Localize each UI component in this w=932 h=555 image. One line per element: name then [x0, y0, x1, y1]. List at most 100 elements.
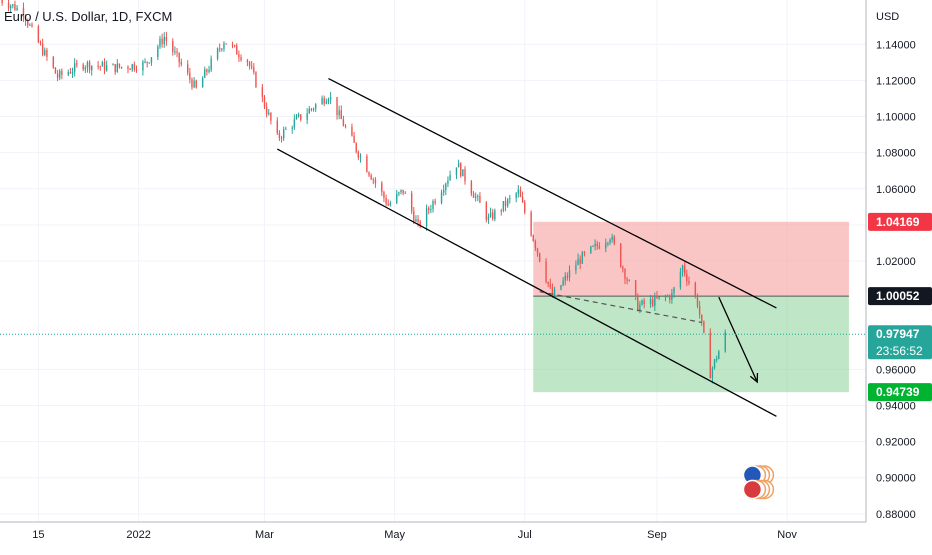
candle-body	[144, 62, 145, 63]
candle-body	[522, 197, 523, 202]
candle-body	[119, 64, 120, 67]
candle-body	[298, 114, 299, 116]
candle-body	[492, 212, 493, 219]
candle-body	[447, 180, 448, 183]
y-tick-label: 0.96000	[876, 364, 916, 376]
y-tick-label: 1.06000	[876, 184, 916, 196]
candle-body	[285, 129, 286, 130]
candle-body	[31, 25, 32, 27]
candle-body	[503, 201, 504, 211]
candle-body	[266, 107, 267, 114]
candle-body	[134, 64, 135, 69]
candle-body	[358, 152, 359, 158]
candle-body	[458, 163, 459, 167]
chart-title: Euro / U.S. Dollar, 1D, FXCM	[4, 9, 172, 24]
candle-body	[202, 78, 203, 88]
candle-body	[614, 237, 615, 244]
candle-body	[699, 306, 700, 315]
candle-body	[174, 51, 175, 52]
candle-body	[584, 252, 585, 253]
candle-body	[539, 253, 540, 261]
candle-body	[151, 57, 152, 62]
candle-body	[225, 43, 226, 44]
zones-group	[533, 222, 849, 392]
candle-body	[59, 71, 60, 78]
candle-body	[309, 109, 310, 114]
candle-body	[688, 281, 689, 283]
candle-body	[641, 300, 642, 304]
candle-body	[76, 63, 77, 64]
candle-body	[405, 193, 406, 194]
candle-body	[381, 183, 382, 192]
candle-body	[159, 39, 160, 47]
candle-body	[343, 119, 344, 126]
y-tick-label: 1.14000	[876, 39, 916, 51]
x-tick-label: 2022	[126, 529, 150, 541]
candle-body	[554, 290, 555, 297]
us-flag-icon	[743, 480, 761, 498]
candle-body	[68, 72, 69, 75]
candle-body	[132, 64, 133, 70]
candle-body	[240, 57, 241, 60]
candle-body	[462, 169, 463, 176]
x-tick-label: Mar	[255, 529, 274, 541]
candle-body	[400, 190, 401, 192]
candle-body	[569, 270, 570, 277]
candle-body	[701, 315, 702, 322]
candle-body	[193, 81, 194, 88]
candle-body	[509, 198, 510, 199]
candle-body	[8, 3, 9, 8]
candle-body	[537, 248, 538, 253]
candle-body	[579, 259, 580, 264]
candle-body	[703, 321, 704, 332]
candle-body	[40, 42, 41, 43]
candle-body	[221, 49, 222, 50]
candle-body	[249, 62, 250, 66]
candle-body	[413, 211, 414, 221]
candle-body	[328, 99, 329, 102]
candle-body	[270, 113, 271, 121]
candle-body	[654, 296, 655, 306]
candle-body	[637, 296, 638, 311]
candle-body	[434, 201, 435, 203]
candle-body	[341, 110, 342, 119]
candle-body	[311, 109, 312, 110]
candle-body	[658, 297, 659, 299]
candle-body	[626, 279, 627, 281]
y-tick-label: 0.92000	[876, 437, 916, 449]
candle-body	[385, 198, 386, 204]
price-tag-text: 0.97947	[876, 327, 920, 341]
candle-body	[29, 25, 30, 26]
candle-body	[671, 293, 672, 300]
candle-body	[324, 98, 325, 103]
candle-body	[428, 208, 429, 210]
candle-body	[582, 252, 583, 263]
candle-body	[547, 282, 548, 284]
candle-body	[368, 172, 369, 175]
x-tick-label: 15	[32, 529, 44, 541]
candle-body	[635, 280, 636, 295]
candle-body	[669, 296, 670, 300]
candle-body	[315, 104, 316, 109]
candle-body	[592, 246, 593, 247]
candle-body	[72, 72, 73, 73]
candle-body	[112, 64, 113, 65]
candle-body	[494, 210, 495, 219]
candle-body	[432, 201, 433, 209]
candle-body	[725, 332, 726, 351]
y-tick-label: 1.08000	[876, 148, 916, 160]
candle-body	[396, 194, 397, 203]
candle-body	[161, 39, 162, 45]
candle-body	[191, 80, 192, 88]
candle-body	[87, 62, 88, 67]
candle-body	[375, 180, 376, 183]
candle-body	[82, 65, 83, 70]
candle-body	[296, 116, 297, 119]
candle-body	[181, 62, 182, 64]
candle-body	[178, 53, 179, 62]
candle-body	[210, 59, 211, 70]
candle-body	[445, 184, 446, 190]
candle-body	[590, 246, 591, 253]
x-tick-label: May	[384, 529, 405, 541]
